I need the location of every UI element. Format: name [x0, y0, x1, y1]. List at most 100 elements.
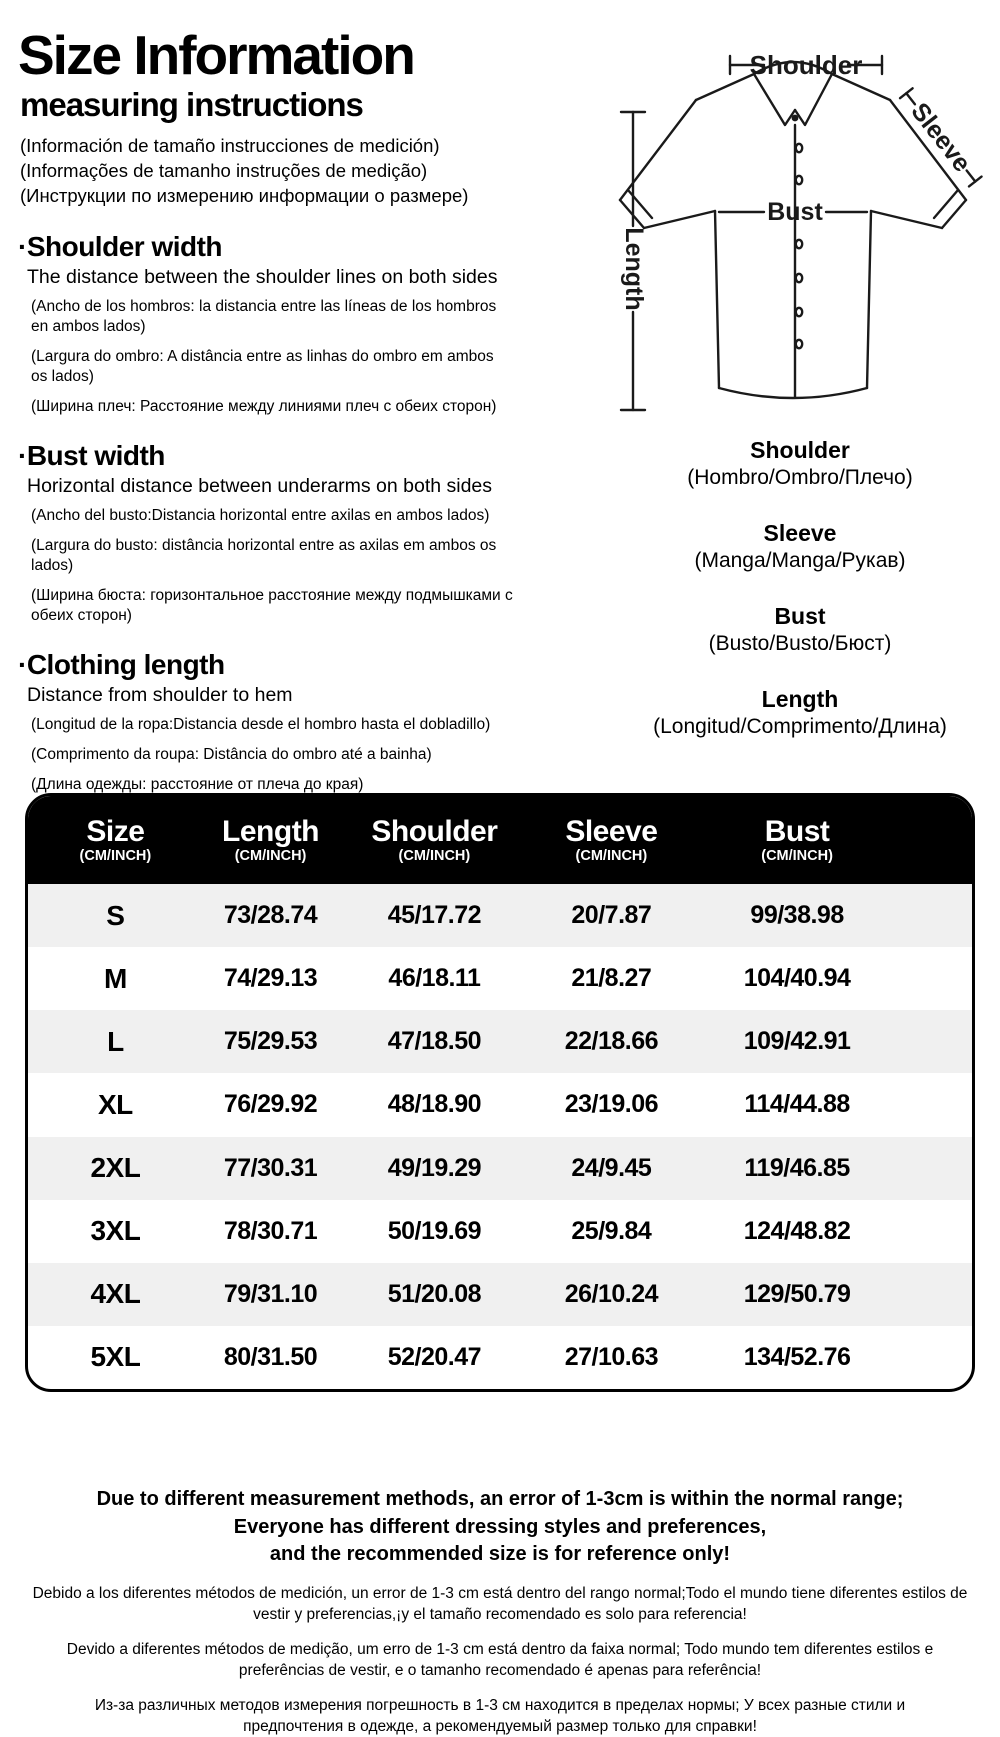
section-description: Distance from shoulder to hem [27, 684, 293, 706]
column-header-length: Length (CM/INCH) [222, 815, 320, 864]
legend-shoulder: Shoulder (Hombro/Ombro/Плечо) [600, 437, 1000, 491]
table-row-xl: XL 76/29.92 48/18.90 23/19.06 114/44.88 [28, 1073, 972, 1136]
button [794, 272, 804, 284]
legend-term: Shoulder [750, 437, 850, 463]
sleeve-left-cuff [618, 198, 646, 230]
title-translation-pt: (Informações de tamanho instruções de me… [20, 160, 428, 181]
size-cell: XL [98, 1088, 133, 1120]
sleeve-right-inner [869, 209, 944, 230]
title-translations: (Información de tamaño instrucciones de … [20, 133, 570, 208]
bust-cell: 129/50.79 [743, 1279, 851, 1308]
disclaimer-paragraph-ru: Из-за различных методов измерения погреш… [94, 1696, 906, 1735]
sleeve-measure-tick-right [967, 175, 983, 188]
diagram-bust-label: Bust [767, 198, 823, 226]
disclaimer-paragraph-pt: Devido a diferentes métodos de medição, … [66, 1640, 934, 1679]
sleeve-measure-group [898, 87, 983, 188]
size-cell: M [103, 962, 127, 994]
bust-cell: 134/52.76 [743, 1342, 851, 1371]
size-cell: 3XL [90, 1215, 141, 1247]
size-cell: 5XL [90, 1341, 141, 1373]
length-cell: 77/30.31 [223, 1153, 318, 1182]
sleeve-cell: 22/18.66 [564, 1027, 659, 1056]
length-cell: 75/29.53 [223, 1027, 318, 1056]
section-clothing-length: ·Clothing length Distance from shoulder … [18, 649, 570, 795]
sleeve-cell: 21/8.27 [571, 964, 652, 993]
shoulder-cell: 50/19.69 [387, 1216, 482, 1245]
length-cell: 79/31.10 [223, 1279, 318, 1308]
title-translation-es: (Información de tamaño instrucciones de … [20, 135, 440, 156]
collar-flap-left [752, 72, 797, 127]
section-heading: ·Shoulder width [18, 231, 223, 262]
table-row-l: L 75/29.53 47/18.50 22/18.66 109/42.91 [28, 1010, 972, 1074]
shoulder-seam-right [830, 72, 892, 102]
bust-cell: 109/42.91 [743, 1027, 851, 1056]
legend-term: Sleeve [763, 520, 837, 546]
table-row-5xl: 5XL 80/31.50 52/20.47 27/10.63 134/52.76 [28, 1326, 972, 1389]
shoulder-cell: 47/18.50 [387, 1027, 482, 1056]
section-heading: ·Bust width [18, 440, 165, 471]
disclaimer-paragraph-es: Debido a los diferentes métodos de medic… [32, 1584, 968, 1623]
length-cell: 73/28.74 [223, 901, 318, 930]
sleeve-right-outer [888, 98, 968, 202]
table-row-m: M 74/29.13 46/18.11 21/8.27 104/40.94 [28, 947, 972, 1010]
disclaimer-notice-en: Due to different measurement methods, an… [96, 1488, 904, 1565]
section-shoulder-width: ·Shoulder width The distance between the… [18, 231, 570, 417]
collar-flap-right [793, 72, 834, 127]
size-cell: 2XL [90, 1152, 141, 1184]
shirt-diagram-icon: Shoulder Length Bust Sleeve [618, 50, 983, 412]
diagram-legend: Shoulder (Hombro/Ombro/Плечо) Sleeve (Ma… [600, 437, 1000, 769]
diagram-shoulder-label: Shoulder [750, 50, 863, 80]
length-cell: 76/29.92 [223, 1090, 318, 1119]
section-translation-pt: (Largura do busto: distância horizontal … [31, 537, 497, 574]
collar-button [791, 114, 799, 122]
bust-cell: 119/46.85 [744, 1153, 850, 1182]
section-translation-es: (Longitud de la ropa:Distancia desde el … [31, 716, 491, 733]
table-row-s: S 73/28.74 45/17.72 20/7.87 99/38.98 [28, 884, 972, 948]
section-translation-es: (Ancho de los hombros: la distancia entr… [31, 298, 497, 335]
size-table-body: S 73/28.74 45/17.72 20/7.87 99/38.98 M 7… [28, 884, 972, 1389]
legend-translation: (Busto/Busto/Бюст) [708, 632, 892, 655]
table-row-4xl: 4XL 79/31.10 51/20.08 26/10.24 129/50.79 [28, 1262, 972, 1326]
body-side-left [713, 209, 721, 390]
section-translation-pt: (Largura do ombro: A distância entre as … [31, 348, 494, 385]
column-header-bust: Bust (CM/INCH) [761, 815, 833, 864]
shoulder-cell: 52/20.47 [387, 1342, 482, 1371]
diagram-length-label: Length [620, 227, 648, 310]
collar-back [752, 60, 834, 76]
sleeve-right-cuff-seam [932, 188, 960, 220]
shoulder-cell: 46/18.11 [388, 964, 481, 993]
body-side-right [865, 209, 873, 390]
sleeve-left-outer [618, 98, 698, 202]
bust-cell: 124/48.82 [743, 1216, 851, 1245]
legend-bust: Bust (Busto/Busto/Бюст) [600, 603, 1000, 657]
sleeve-cell: 27/10.63 [564, 1342, 659, 1371]
size-cell: S [106, 899, 125, 931]
sleeve-cell: 26/10.24 [564, 1279, 659, 1308]
section-translation-ru: (Ширина бюста: горизонтальное расстояние… [31, 587, 513, 624]
measurement-disclaimer: Due to different measurement methods, an… [0, 1486, 1000, 1737]
length-cell: 74/29.13 [223, 964, 318, 993]
column-header-size: Size (CM/INCH) [79, 815, 152, 864]
button [794, 142, 804, 154]
legend-length: Length (Longitud/Comprimento/Длина) [600, 686, 1000, 740]
legend-translation: (Hombro/Ombro/Плечо) [687, 466, 913, 489]
section-heading: ·Clothing length [18, 649, 225, 680]
sleeve-measure-line-right [965, 169, 977, 183]
sleeve-cell: 23/19.06 [564, 1090, 659, 1119]
table-row-3xl: 3XL 78/30.71 50/19.69 25/9.84 124/48.82 [28, 1200, 972, 1263]
length-cell: 78/30.71 [223, 1216, 318, 1245]
table-row-2xl: 2XL 77/30.31 49/19.29 24/9.45 119/46.85 [28, 1136, 972, 1200]
page-title: Size Information [18, 24, 416, 86]
button [794, 338, 804, 350]
title-translation-ru: (Инструкции по измерению информации о ра… [20, 185, 469, 206]
section-description: The distance between the shoulder lines … [27, 266, 498, 288]
legend-translation: (Longitud/Comprimento/Длина) [653, 715, 947, 738]
button [794, 174, 804, 186]
section-description: Horizontal distance between underarms on… [27, 475, 493, 497]
shoulder-cell: 48/18.90 [387, 1090, 482, 1119]
size-chart-table: Size (CM/INCH) Length (CM/INCH) Shoulder… [25, 793, 975, 1392]
sleeve-cell: 20/7.87 [571, 901, 652, 930]
section-translation-pt: (Comprimento da roupa: Distância do ombr… [31, 746, 432, 763]
legend-term: Length [761, 686, 839, 712]
size-cell: 4XL [90, 1278, 141, 1310]
